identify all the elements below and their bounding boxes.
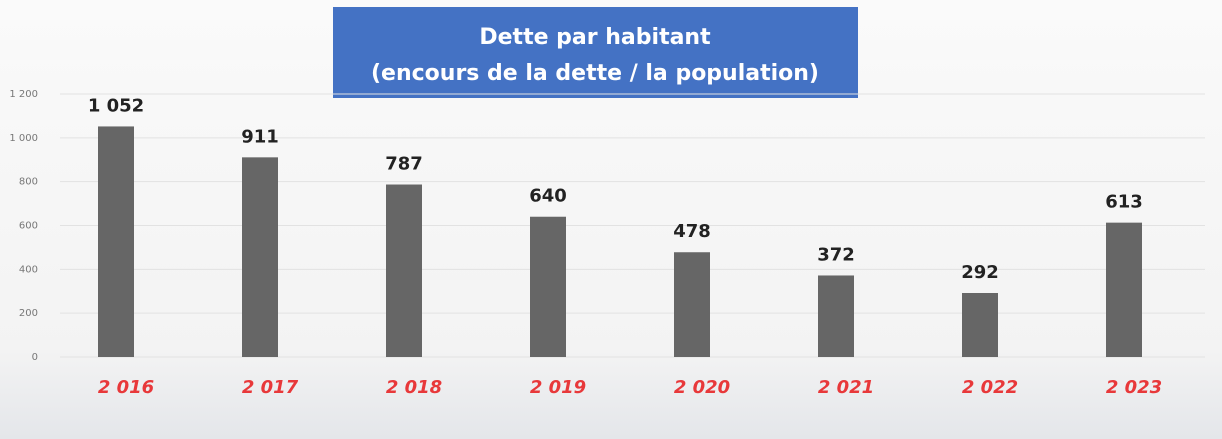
- chart-subtitle: (encours de la dette / la population): [371, 61, 819, 86]
- y-tick-label: 400: [19, 264, 38, 275]
- x-tick-label: 2 023: [1106, 377, 1162, 398]
- y-tick-label: 1 200: [9, 89, 38, 100]
- bar: [242, 157, 278, 357]
- x-tick-label: 2 020: [674, 377, 730, 398]
- value-label: 1 052: [88, 95, 144, 116]
- bar: [386, 184, 422, 357]
- y-tick-label: 200: [19, 308, 38, 319]
- bar: [530, 216, 566, 357]
- x-tick-label: 2 019: [530, 377, 586, 398]
- bar: [98, 126, 134, 357]
- x-tick-label: 2 022: [962, 377, 1018, 398]
- value-label: 640: [529, 186, 567, 207]
- y-tick-label: 800: [19, 177, 38, 188]
- value-label: 613: [1105, 192, 1143, 213]
- x-tick-label: 2 016: [98, 377, 154, 398]
- value-label: 911: [241, 126, 279, 147]
- bar: [818, 275, 854, 357]
- value-label: 292: [961, 262, 999, 283]
- bar: [962, 293, 998, 357]
- value-label: 478: [673, 221, 711, 242]
- y-tick-label: 0: [32, 352, 38, 363]
- x-tick-label: 2 018: [386, 377, 442, 398]
- y-tick-label: 1 000: [9, 133, 38, 144]
- value-label: 787: [385, 154, 423, 175]
- value-label: 372: [817, 244, 855, 265]
- bar: [674, 252, 710, 357]
- x-tick-label: 2 021: [818, 377, 874, 398]
- chart-title: Dette par habitant: [479, 25, 711, 50]
- bar: [1106, 222, 1142, 357]
- y-tick-label: 600: [19, 221, 38, 232]
- title-box: [333, 7, 858, 98]
- x-tick-label: 2 017: [242, 377, 299, 398]
